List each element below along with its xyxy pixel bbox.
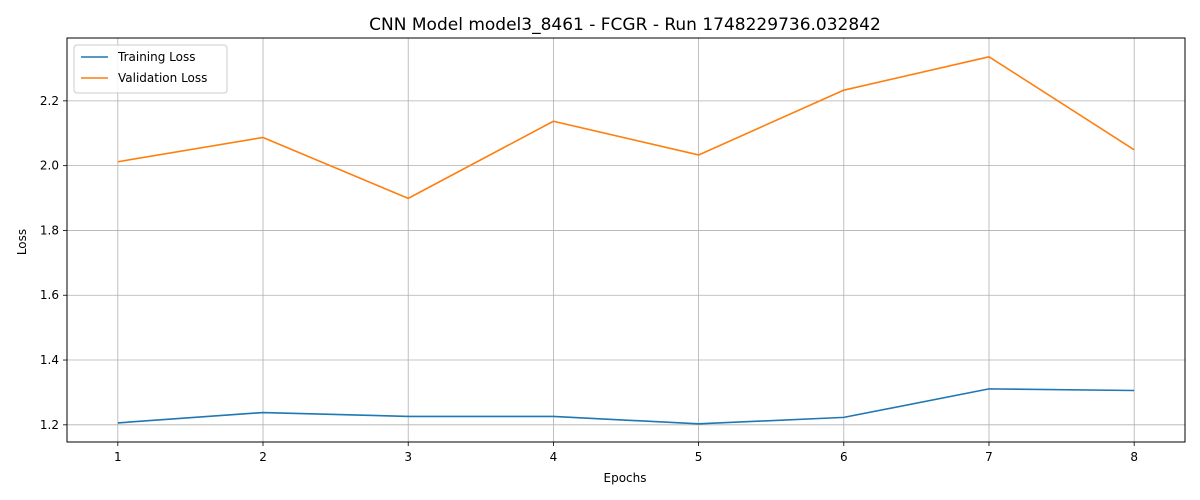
legend-box [73, 44, 228, 94]
x-tick-label: 8 [1130, 450, 1138, 464]
y-axis-label: Loss [15, 229, 29, 255]
training-loss-line [117, 388, 1135, 425]
grid [67, 38, 1185, 442]
validation-loss-legend-label: Validation Loss [118, 71, 207, 85]
x-tick-label: 7 [985, 450, 993, 464]
x-tick-label: 2 [259, 450, 267, 464]
y-tick-label: 1.4 [40, 353, 59, 367]
y-tick-label: 1.6 [40, 288, 59, 302]
legend: Training Loss Validation Loss [73, 44, 228, 94]
y-axis-ticks: 1.2 1.4 1.6 1.8 2.0 2.2 [40, 94, 67, 432]
x-axis-label: Epochs [604, 471, 647, 485]
x-tick-label: 3 [404, 450, 412, 464]
x-tick-label: 6 [840, 450, 848, 464]
x-tick-label: 4 [550, 450, 558, 464]
x-tick-label: 5 [695, 450, 703, 464]
x-axis-ticks: 1 2 3 4 5 6 7 8 [114, 442, 1138, 464]
x-tick-label: 1 [114, 450, 122, 464]
validation-loss-line [117, 55, 1135, 200]
y-tick-label: 1.2 [40, 418, 59, 432]
training-loss-legend-label: Training Loss [117, 50, 195, 64]
series-lines [117, 55, 1135, 425]
plot-area-frame [66, 37, 1186, 443]
chart-title: CNN Model model3_8461 - FCGR - Run 17482… [369, 15, 881, 35]
y-tick-label: 2.2 [40, 94, 59, 108]
y-tick-label: 2.0 [40, 159, 59, 173]
y-tick-label: 1.8 [40, 223, 59, 237]
